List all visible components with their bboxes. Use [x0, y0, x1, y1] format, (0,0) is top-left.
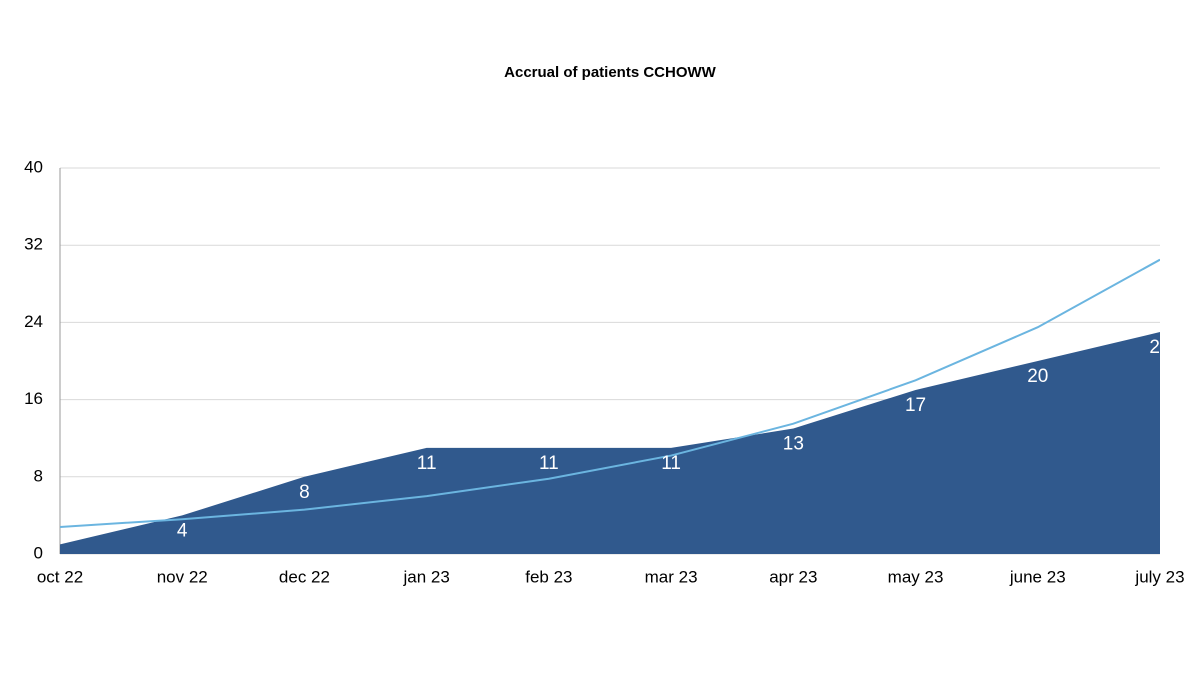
- x-tick-label: dec 22: [279, 567, 330, 586]
- y-tick-label: 40: [24, 157, 43, 176]
- area: [60, 332, 1160, 554]
- x-tick-label: jan 23: [403, 567, 450, 586]
- data-label: 4: [177, 520, 188, 541]
- data-label: 23: [1149, 337, 1170, 358]
- y-tick-label: 24: [24, 312, 43, 331]
- data-label: 8: [299, 482, 310, 503]
- x-tick-label: mar 23: [645, 567, 698, 586]
- x-tick-label: july 23: [1134, 567, 1184, 586]
- x-tick-label: apr 23: [769, 567, 817, 586]
- data-label: 13: [783, 434, 804, 455]
- data-label: 11: [661, 453, 681, 474]
- x-tick-label: nov 22: [157, 567, 208, 586]
- data-label: 17: [905, 395, 926, 416]
- y-tick-label: 0: [34, 543, 43, 562]
- y-tick-label: 8: [34, 466, 43, 485]
- y-tick-label: 16: [24, 389, 43, 408]
- x-tick-label: may 23: [888, 567, 944, 586]
- plot-area: 4 8 11 11 11 13 17 20 23: [60, 258, 1170, 554]
- chart-title: Accrual of patients CCHOWW: [504, 64, 717, 81]
- y-tick-label: 32: [24, 235, 43, 254]
- x-tick-label: june 23: [1009, 567, 1066, 586]
- data-label: 20: [1027, 366, 1048, 387]
- data-label: 11: [417, 453, 437, 474]
- x-tick-label: feb 23: [525, 567, 572, 586]
- trend-line: [60, 258, 1160, 528]
- x-tick-label: oct 22: [37, 567, 83, 586]
- data-label: 11: [539, 453, 559, 474]
